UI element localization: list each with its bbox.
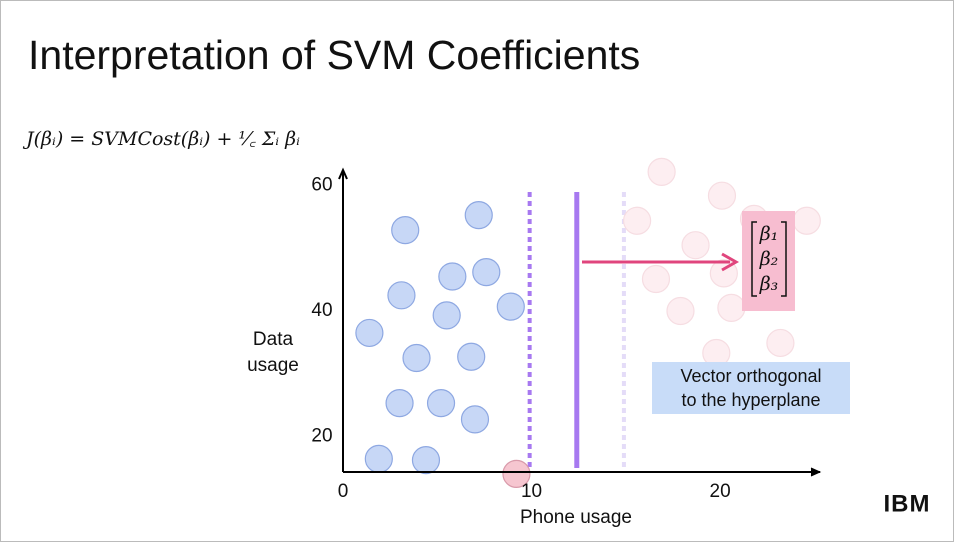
data-point — [391, 216, 420, 245]
vector-arrowhead — [721, 252, 740, 272]
x-tick-label: 0 — [338, 481, 349, 502]
data-point — [502, 459, 531, 488]
data-point — [666, 296, 695, 326]
formula: J(βᵢ) = SVMCost(βᵢ) + ¹⁄꜀ Σᵢ βᵢ — [22, 128, 300, 150]
data-point — [385, 388, 414, 418]
data-point — [457, 342, 486, 371]
data-point — [792, 206, 821, 235]
data-point — [707, 181, 737, 210]
coefficient: β₁ — [759, 223, 779, 245]
logo: IBM — [884, 490, 931, 517]
annotation: Vector orthogonal — [680, 366, 821, 386]
x-tick-label: 10 — [521, 481, 542, 502]
data-point — [766, 328, 795, 358]
x-tick-label: 20 — [710, 481, 731, 502]
y-axis-label: Data — [253, 329, 294, 350]
y-axis-label: usage — [247, 355, 299, 376]
y-tick-label: 60 — [311, 175, 332, 196]
data-point — [438, 262, 467, 291]
data-point — [460, 405, 490, 434]
data-point — [355, 318, 384, 348]
data-point — [472, 258, 501, 287]
y-axis-arrow — [338, 167, 348, 180]
data-point — [426, 388, 456, 418]
annotation-box — [652, 362, 850, 414]
data-point — [364, 444, 393, 473]
slide-title: Interpretation of SVM Coefficients — [28, 32, 640, 78]
y-tick-label: 40 — [311, 300, 332, 321]
data-point — [387, 281, 416, 310]
matrix-bracket — [751, 221, 787, 297]
data-point — [623, 206, 652, 235]
data-point — [641, 264, 671, 294]
x-axis-arrow — [810, 467, 822, 477]
data-point — [647, 157, 676, 186]
data-point — [464, 201, 493, 230]
annotation: to the hyperplane — [681, 390, 820, 410]
data-point — [432, 301, 461, 330]
data-point — [402, 343, 431, 373]
x-axis-label: Phone usage — [520, 507, 632, 528]
coefficient: β₃ — [759, 273, 779, 295]
data-point — [411, 446, 441, 475]
coefficient: β₂ — [759, 248, 779, 270]
plot: 0 10 20 20 40 60 Phone usage Data usage β₁ β₂ β₃ Vec… — [247, 157, 850, 528]
y-tick-label: 20 — [311, 425, 332, 446]
data-point — [496, 292, 525, 321]
data-point — [681, 231, 710, 260]
data-point — [717, 293, 746, 322]
